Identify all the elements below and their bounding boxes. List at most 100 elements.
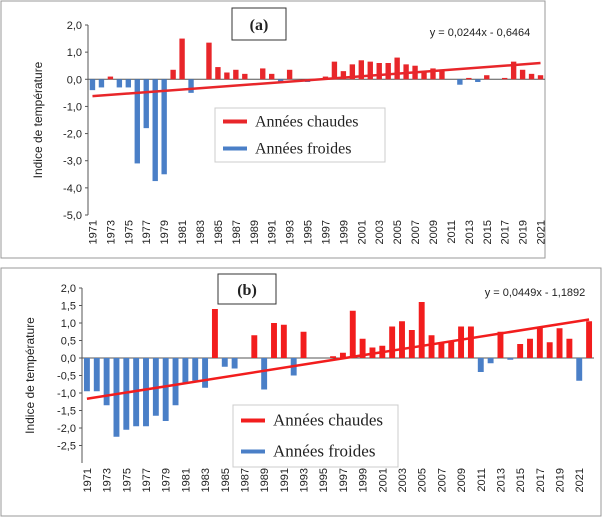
x-tick-label: 1999: [338, 220, 350, 244]
x-tick-label: 1997: [338, 468, 350, 492]
y-tick-label: 1,0: [61, 318, 76, 330]
legend-label: Années chaudes: [255, 114, 359, 131]
y-tick-label: -2,0: [57, 423, 76, 435]
bar: [161, 79, 167, 175]
bar: [448, 340, 455, 358]
title-box: [217, 273, 277, 305]
legend-label: Années chaudes: [273, 411, 383, 430]
bar: [242, 73, 248, 80]
bar: [221, 358, 228, 367]
trendline: [92, 61, 541, 98]
panel-frame: [0, 0, 546, 259]
x-tick-label: 2001: [377, 468, 389, 492]
bar: [251, 335, 258, 358]
bar: [576, 358, 583, 381]
bar: [261, 358, 268, 390]
bar: [103, 358, 110, 406]
bar: [188, 79, 194, 93]
bar: [271, 323, 277, 358]
y-tick-label: -1,0: [63, 101, 82, 113]
x-tick-label: 2001: [356, 220, 368, 244]
x-tick-label: 1981: [180, 468, 192, 492]
y-tick-label: -2,0: [63, 129, 82, 141]
x-tick-label: 1987: [231, 220, 243, 244]
x-tick-label: 1981: [177, 220, 189, 244]
y-axis-label: Indice de température: [31, 61, 45, 178]
bar: [340, 71, 347, 80]
x-tick-label: 2011: [476, 468, 488, 492]
bar: [399, 321, 405, 358]
bar: [233, 69, 239, 80]
bar: [467, 326, 474, 358]
bar: [421, 71, 427, 80]
title-box: [231, 7, 287, 41]
trendline: [86, 318, 590, 401]
y-tick-label: 0,5: [61, 336, 76, 348]
x-tick-label: 1973: [102, 468, 114, 492]
bar: [358, 60, 364, 80]
x-tick-label: 1983: [200, 468, 212, 492]
bar: [487, 358, 494, 364]
x-tick-label: 2009: [428, 220, 440, 244]
bar: [143, 358, 149, 427]
bar: [385, 63, 391, 80]
bar: [359, 338, 366, 358]
y-tick-label: 2,0: [67, 20, 82, 32]
x-tick-label: 2005: [392, 220, 404, 244]
bar: [93, 358, 100, 392]
bar: [528, 73, 535, 80]
bar: [507, 358, 514, 360]
x-tick-label: 2013: [464, 220, 476, 244]
bar: [107, 76, 114, 80]
x-tick-label: 1999: [358, 468, 370, 492]
bar: [546, 342, 553, 358]
bar: [466, 77, 472, 80]
bar: [98, 79, 105, 88]
x-tick-label: 2003: [374, 220, 386, 244]
bar: [408, 330, 415, 358]
bar: [376, 63, 382, 80]
bar: [215, 67, 221, 80]
x-tick-label: 1975: [121, 468, 133, 492]
x-tick-label: 1973: [105, 220, 117, 244]
bar: [536, 326, 543, 358]
y-tick-label: -2,5: [57, 441, 76, 453]
panel-title: (b): [237, 282, 257, 299]
bar: [457, 79, 463, 85]
bar: [519, 69, 526, 80]
bar: [179, 38, 185, 80]
bar: [331, 61, 338, 80]
x-tick-label: 1977: [141, 220, 153, 244]
bar: [556, 328, 563, 358]
bar: [330, 356, 337, 358]
x-tick-label: 1971: [82, 468, 94, 492]
x-tick-label: 1977: [141, 468, 153, 492]
x-tick-label: 2015: [482, 220, 494, 244]
y-tick-label: -1,5: [57, 406, 76, 418]
bar: [83, 358, 90, 392]
x-tick-label: 1993: [285, 220, 297, 244]
panel-frame: [0, 267, 602, 517]
bar: [300, 331, 307, 358]
bar: [501, 77, 508, 80]
bar: [517, 344, 524, 358]
legend-label: Années froides: [273, 442, 375, 461]
x-tick-label: 1987: [239, 468, 251, 492]
bar: [458, 326, 465, 358]
bar: [430, 68, 436, 80]
equation: y = 0,0449x - 1,1892: [485, 287, 586, 299]
bar: [438, 342, 445, 358]
x-tick-label: 2021: [536, 220, 548, 244]
bar: [527, 338, 533, 358]
x-tick-label: 1979: [159, 220, 171, 244]
y-axis-label: Indice de température: [23, 317, 37, 434]
x-tick-label: 2011: [446, 220, 458, 244]
bar: [192, 358, 199, 381]
bar: [497, 331, 504, 358]
bar: [439, 71, 445, 80]
bar: [537, 75, 544, 80]
bar: [143, 79, 149, 129]
x-tick-label: 2013: [495, 468, 507, 492]
